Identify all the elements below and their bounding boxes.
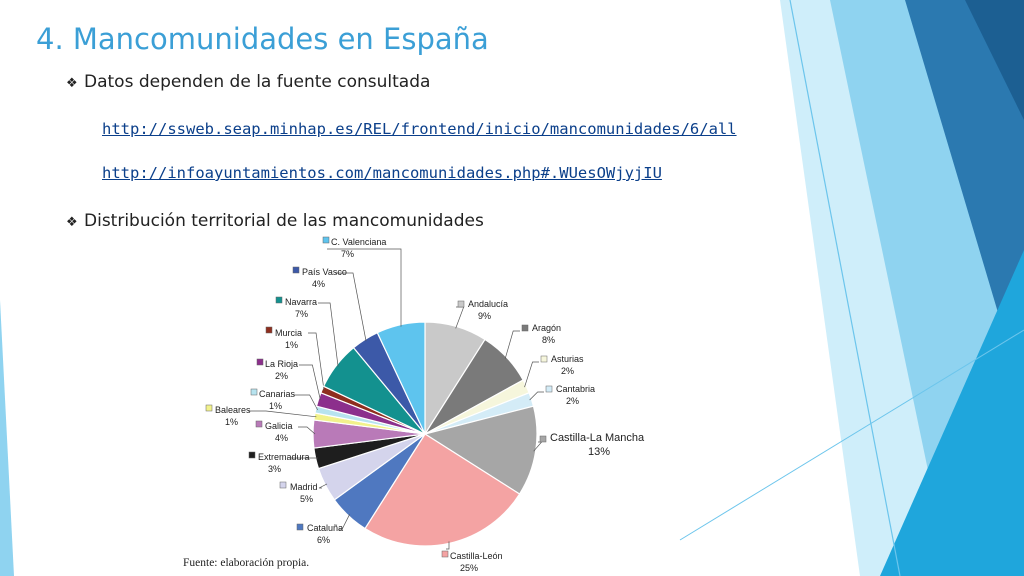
slice-label: País Vasco [302,267,347,277]
legend-swatch [205,404,213,412]
leader-line [455,306,465,329]
slice-label: Cataluña [307,523,343,533]
legend-swatch [521,324,529,332]
slice-label: Aragón [532,323,561,333]
right-top-corner [965,0,1024,120]
pie-slice-castilla-le-n [364,433,521,547]
slice-percent-label: 9% [478,311,491,321]
leader-line [339,514,351,531]
legend-swatch [539,435,547,443]
leader-line [327,248,402,327]
slice-label: Andalucía [468,299,508,309]
slice-label: Asturias [551,354,584,364]
slice-percent-label: 1% [225,417,238,427]
bullet-distribucion: ❖ Distribución territorial de las mancomu… [66,211,484,231]
slice-label: Castilla-León [450,551,503,561]
slice-percent-label: 25% [460,563,478,573]
legend-swatch [256,358,264,366]
bullet-text: Datos dependen de la fuente consultada [84,72,431,92]
leader-line [529,391,544,401]
diamond-bullet-icon: ❖ [66,215,78,230]
slice-percent-label: 7% [295,309,308,319]
leader-line [318,302,339,367]
diamond-bullet-icon: ❖ [66,76,78,91]
legend-swatch [441,550,449,558]
link-ssweb[interactable]: http://ssweb.seap.minhap.es/REL/frontend… [102,120,737,138]
slice-percent-label: 2% [566,396,579,406]
legend-swatch [292,266,300,274]
legend-swatch [275,296,283,304]
legend-swatch [540,355,548,363]
leader-line [524,361,539,388]
slice-percent-label: 13% [588,446,610,458]
legend-swatch [322,236,330,244]
slice-percent-label: 1% [269,401,282,411]
left-accent-shape [0,300,14,576]
legend-swatch [255,420,263,428]
slide-title: 4. Mancomunidades en España [36,22,489,56]
slice-percent-label: 7% [341,249,354,259]
deco-line-1 [789,0,901,576]
bullet-fuente: ❖ Datos dependen de la fuente consultada [66,72,430,92]
bullet-text: Distribución territorial de las mancomun… [84,211,484,231]
slice-percent-label: 2% [561,366,574,376]
slice-percent-label: 2% [275,371,288,381]
slice-label: La Rioja [265,359,298,369]
legend-swatch [545,385,553,393]
deco-line-2 [679,329,1024,541]
slice-label: Madrid [290,482,318,492]
slice-percent-label: 3% [268,464,281,474]
leader-line [318,483,328,489]
slice-label: Castilla-La Mancha [550,432,645,444]
legend-swatch [457,300,465,308]
slice-percent-label: 6% [317,535,330,545]
slice-label: Cantabria [556,384,595,394]
link-infoayuntamientos[interactable]: http://infoayuntamientos.com/mancomunida… [102,164,662,182]
slice-label: Canarias [259,389,296,399]
slice-label: C. Valenciana [331,237,386,247]
slice-percent-label: 4% [312,279,325,289]
right-dark-triangle [905,0,1024,400]
legend-swatch [250,388,258,396]
pie-slice-c-valenciana [376,321,426,435]
slice-label: Extremadura [258,452,310,462]
leader-line [299,364,321,401]
slice-percent-label: 1% [285,340,298,350]
legend-swatch [279,481,287,489]
slice-percent-label: 8% [542,335,555,345]
leader-line [293,394,318,411]
slice-percent-label: 4% [275,433,288,443]
legend-swatch [296,523,304,531]
slice-label: Navarra [285,297,317,307]
chart-source-note: Fuente: elaboración propia. [183,557,310,569]
leader-line [308,332,325,391]
slice-label: Baleares [215,405,251,415]
slice-label: Murcia [275,328,302,338]
leader-line [298,426,316,435]
legend-swatch [265,326,273,334]
slice-label: Galicia [265,421,293,431]
pie-slice-castilla-la-mancha [423,405,538,495]
leader-line [248,410,317,418]
leader-line [335,272,367,342]
leader-line [446,541,450,550]
leader-line [504,330,520,359]
right-bottom-triangle [880,250,1024,576]
slice-percent-label: 5% [300,494,313,504]
legend-swatch [248,451,256,459]
